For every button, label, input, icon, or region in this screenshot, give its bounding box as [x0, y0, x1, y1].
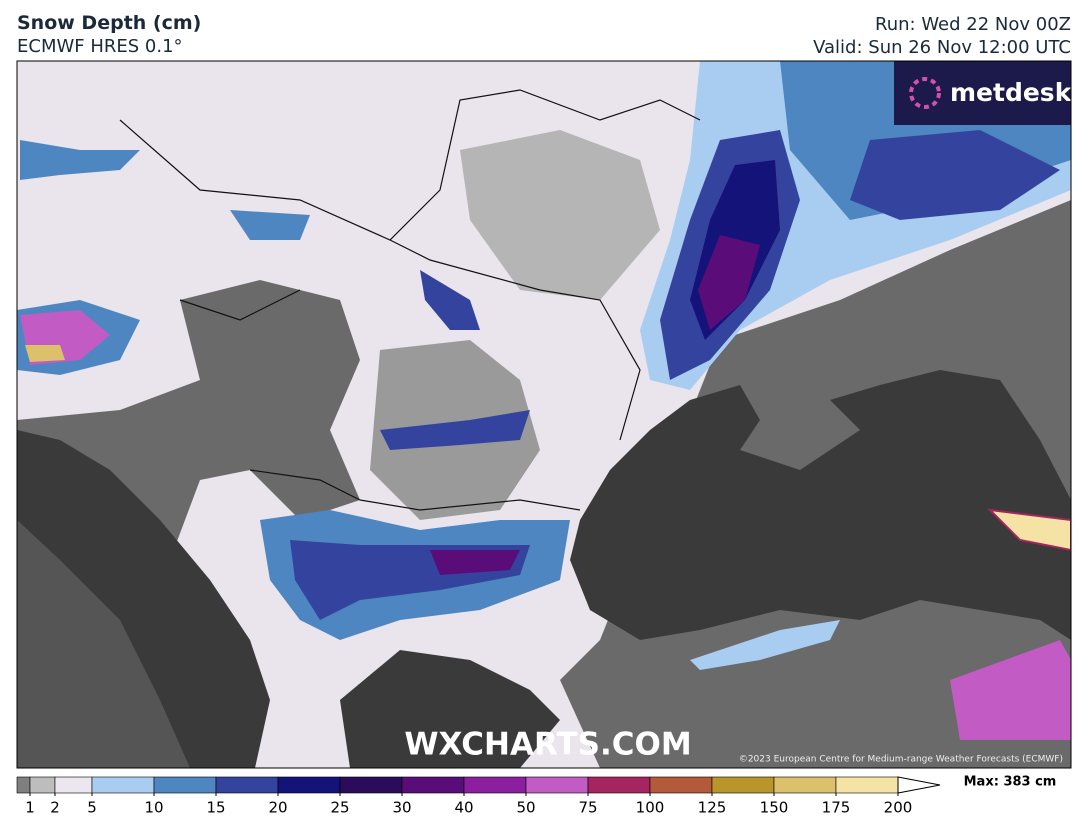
logo-text: metdesk — [950, 78, 1073, 107]
italy — [17, 520, 190, 768]
colorbar-swatch — [773, 776, 837, 794]
colorbar-swatch — [54, 776, 93, 794]
snow-deep — [25, 345, 65, 362]
black-sea — [570, 370, 1071, 640]
colorbar-tick-label: 2 — [50, 799, 60, 817]
snow-mid — [20, 140, 140, 180]
logo-box — [894, 61, 1071, 125]
colorbar-swatch — [711, 776, 775, 794]
model-name: ECMWF HRES 0.1° — [17, 36, 183, 57]
snow-mid — [230, 210, 310, 240]
colorbar-swatch — [463, 776, 527, 794]
country-borders — [119, 89, 701, 511]
colorbar-swatch — [29, 776, 56, 794]
colorbar: 1 2 5 10 15 20 25 30 40 50 75 100 125 150 175 200 — [16, 776, 941, 817]
colorbar-tick-label: 30 — [392, 799, 411, 817]
watermark: WXCHARTS.COM — [404, 727, 691, 763]
colorbar-tick-label: 1 — [25, 799, 35, 817]
colorbar-tick-label: 75 — [578, 799, 597, 817]
colorbar-swatch — [16, 776, 31, 794]
colorbar-swatch — [91, 776, 155, 794]
colorbar-swatch — [587, 776, 651, 794]
map-title: Snow Depth (cm) — [17, 12, 202, 34]
snow-heavy — [380, 410, 530, 450]
snow-deep — [987, 508, 1071, 552]
colorbar-swatch — [525, 776, 589, 794]
colorbar-tick-label: 175 — [822, 799, 851, 817]
snow-heavy — [420, 270, 480, 330]
colorbar-tick-label: 25 — [330, 799, 349, 817]
colorbar-swatch — [339, 776, 403, 794]
map-layer: metdesk WXCHARTS.COM ©2023 European Cent… — [17, 61, 1073, 768]
colorbar-swatch — [277, 776, 341, 794]
snow-light — [690, 620, 840, 670]
colorbar-tick-label: 20 — [268, 799, 287, 817]
run-time: Run: Wed 22 Nov 00Z — [875, 14, 1071, 35]
colorbar-arrow — [897, 776, 941, 794]
colorbar-tick-label: 50 — [516, 799, 535, 817]
valid-time: Valid: Sun 26 Nov 12:00 UTC — [813, 37, 1071, 58]
colorbar-tick-label: 15 — [206, 799, 225, 817]
colorbar-swatch — [401, 776, 465, 794]
colorbar-tick-label: 5 — [87, 799, 97, 817]
colorbar-tick-label: 100 — [636, 799, 665, 817]
colorbar-tick-label: 40 — [454, 799, 473, 817]
aegean-sea — [340, 650, 560, 768]
colorbar-swatch — [649, 776, 713, 794]
colorbar-swatch — [835, 776, 899, 794]
colorbar-tick-label: 200 — [884, 799, 913, 817]
max-label: Max: 383 cm — [964, 775, 1057, 790]
land-grey — [460, 130, 660, 300]
colorbar-tick-label: 10 — [144, 799, 163, 817]
copyright: ©2023 European Centre for Medium-range W… — [739, 755, 1063, 765]
logo-icon — [909, 77, 941, 109]
snow-deep — [950, 640, 1071, 740]
snow-deep — [430, 550, 520, 575]
colorbar-tick-label: 150 — [760, 799, 789, 817]
snow-heavy — [850, 130, 1060, 220]
map-frame — [16, 60, 1072, 769]
colorbar-swatch — [153, 776, 217, 794]
snow-deep — [698, 235, 760, 330]
colorbar-swatch — [215, 776, 279, 794]
colorbar-tick-label: 125 — [698, 799, 727, 817]
